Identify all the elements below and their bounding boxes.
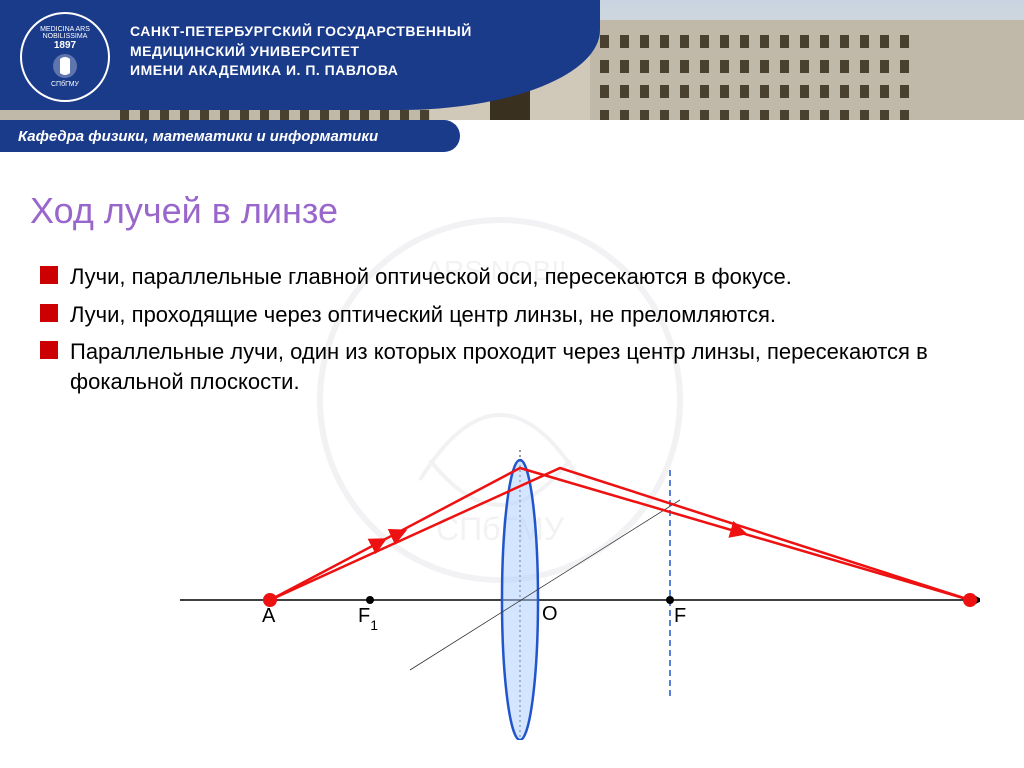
univ-line2: МЕДИЦИНСКИЙ УНИВЕРСИТЕТ (130, 42, 472, 62)
emblem-abbr: СПбГМУ (51, 81, 79, 88)
bullet-list: Лучи, параллельные главной оптической ос… (40, 262, 994, 397)
bullet-item: Лучи, параллельные главной оптической ос… (40, 262, 994, 292)
bullet-item: Параллельные лучи, один из которых прохо… (40, 337, 994, 396)
bullet-icon (40, 304, 58, 322)
university-emblem: MEDICINA ARS NOBILISSIMA 1897 СПбГМУ (20, 12, 110, 102)
bullet-text: Лучи, проходящие через оптический центр … (70, 300, 776, 330)
lens-ray-diagram: A F1 O F (180, 420, 980, 740)
bullet-text: Лучи, параллельные главной оптической ос… (70, 262, 792, 292)
svg-text:A: A (262, 605, 276, 627)
univ-line1: САНКТ-ПЕТЕРБУРГСКИЙ ГОСУДАРСТВЕННЫЙ (130, 22, 472, 42)
bullet-text: Параллельные лучи, один из которых прохо… (70, 337, 994, 396)
bullet-icon (40, 341, 58, 359)
university-banner: MEDICINA ARS NOBILISSIMA 1897 СПбГМУ САН… (0, 0, 600, 110)
page-title: Ход лучей в линзе (30, 190, 994, 232)
svg-text:F: F (674, 605, 686, 627)
emblem-year: 1897 (54, 40, 76, 51)
university-name: САНКТ-ПЕТЕРБУРГСКИЙ ГОСУДАРСТВЕННЫЙ МЕДИ… (130, 22, 472, 81)
svg-text:F1: F1 (358, 605, 378, 633)
bullet-icon (40, 266, 58, 284)
emblem-motto: MEDICINA ARS NOBILISSIMA (22, 26, 108, 40)
svg-text:O: O (542, 603, 558, 625)
content-area: Ход лучей в линзе Лучи, параллельные гла… (0, 170, 1024, 425)
univ-line3: ИМЕНИ АКАДЕМИКА И. П. ПАВЛОВА (130, 61, 472, 81)
department-banner: Кафедра физики, математики и информатики (0, 120, 460, 152)
department-text: Кафедра физики, математики и информатики (18, 128, 378, 145)
bullet-item: Лучи, проходящие через оптический центр … (40, 300, 994, 330)
header: MEDICINA ARS NOBILISSIMA 1897 СПбГМУ САН… (0, 0, 1024, 170)
